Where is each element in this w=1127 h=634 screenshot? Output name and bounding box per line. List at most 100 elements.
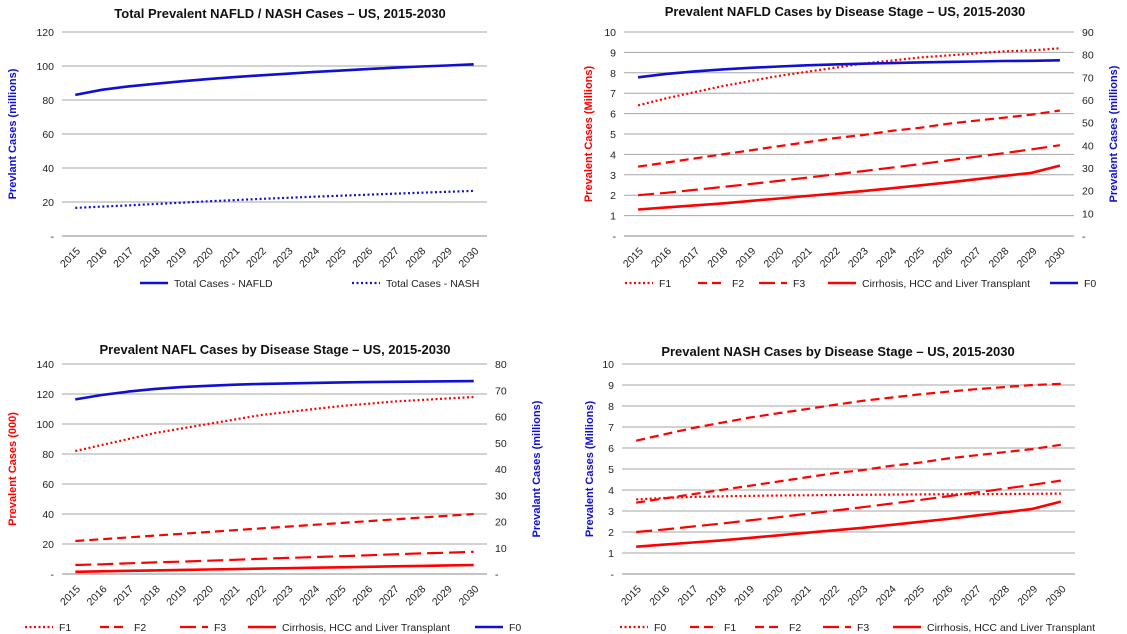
x-tick-label: 2030 xyxy=(1043,245,1068,270)
x-tick-label: 2024 xyxy=(297,583,322,608)
series-line-f3 xyxy=(636,479,1061,534)
y-right-tick-label: 60 xyxy=(1082,95,1094,107)
x-tick-label: 2021 xyxy=(217,583,242,608)
y-tick-label: 120 xyxy=(36,27,54,39)
chart-nash-by-stage: Prevalent NASH Cases by Disease Stage – … xyxy=(584,344,1095,634)
x-tick-label: 2015 xyxy=(58,583,83,608)
y-tick-label: 8 xyxy=(610,68,616,80)
chart-panel-total: Total Prevalent NAFLD / NASH Cases – US,… xyxy=(0,0,560,300)
y-right-tick-label: 20 xyxy=(1082,186,1094,198)
series-line-f0 xyxy=(75,379,474,401)
legend-label: F2 xyxy=(134,622,146,634)
y-tick-label: - xyxy=(613,231,617,243)
y-right-tick-label: 30 xyxy=(495,490,507,502)
y-tick-label: 3 xyxy=(610,170,616,182)
y-tick-label: 6 xyxy=(608,443,614,455)
legend-label: F0 xyxy=(509,622,521,634)
y-tick-label: 4 xyxy=(610,149,616,161)
legend-label: Total Cases - NAFLD xyxy=(174,278,273,290)
y-tick-label: 10 xyxy=(602,359,614,371)
legend-label: F1 xyxy=(59,622,71,634)
y-axis-label: Prevlant Cases (millions) xyxy=(7,68,19,199)
y-right-tick-label: - xyxy=(495,569,499,581)
x-tick-label: 2017 xyxy=(677,245,702,270)
x-tick-label: 2016 xyxy=(85,583,110,608)
x-tick-label: 2023 xyxy=(271,245,296,270)
x-tick-label: 2022 xyxy=(817,583,842,608)
x-tick-label: 2028 xyxy=(987,583,1012,608)
x-tick-label: 2028 xyxy=(403,245,428,270)
y-tick-label: - xyxy=(51,569,55,581)
series-line-f3 xyxy=(638,144,1061,197)
x-tick-label: 2016 xyxy=(647,583,672,608)
legend-label: Total Cases - NASH xyxy=(386,278,479,290)
series-line-f0 xyxy=(636,492,1061,501)
y-tick-label: 100 xyxy=(36,61,54,73)
y-tick-label: 10 xyxy=(604,27,616,39)
series-line-f0 xyxy=(637,59,1060,79)
y-right-tick-label: 80 xyxy=(495,359,507,371)
y-tick-label: 20 xyxy=(42,539,54,551)
y-tick-label: 2 xyxy=(610,190,616,202)
y-tick-label: 60 xyxy=(42,129,54,141)
legend-label: Cirrhosis, HCC and Liver Transplant xyxy=(862,278,1030,290)
y-tick-label: 9 xyxy=(610,47,616,59)
x-tick-label: 2027 xyxy=(959,583,984,608)
y-tick-label: 8 xyxy=(608,401,614,413)
x-tick-label: 2028 xyxy=(403,583,428,608)
x-tick-label: 2021 xyxy=(789,583,814,608)
x-tick-label: 2024 xyxy=(874,583,899,608)
x-tick-label: 2020 xyxy=(191,245,216,270)
y-tick-label: 4 xyxy=(608,485,614,497)
chart-nafl-by-stage: Prevalent NAFL Cases by Disease Stage – … xyxy=(7,342,543,634)
legend-label: F3 xyxy=(793,278,805,290)
legend-label: Cirrhosis, HCC and Liver Transplant xyxy=(282,622,450,634)
x-tick-label: 2019 xyxy=(164,245,189,270)
x-tick-label: 2019 xyxy=(732,583,757,608)
y-right-tick-label: 20 xyxy=(495,517,507,529)
x-tick-label: 2024 xyxy=(297,245,322,270)
y-right-tick-label: - xyxy=(1082,231,1086,243)
y-tick-label: 80 xyxy=(42,449,54,461)
y-right-tick-label: 10 xyxy=(1082,208,1094,220)
x-tick-label: 2026 xyxy=(930,245,955,270)
series-line-cirrhosis-hcc-and-liver-transplant xyxy=(638,164,1061,211)
y-tick-label: - xyxy=(611,569,615,581)
x-tick-label: 2015 xyxy=(58,245,83,270)
series-line-f2 xyxy=(637,109,1061,168)
x-tick-label: 2022 xyxy=(244,583,269,608)
x-tick-label: 2019 xyxy=(733,245,758,270)
x-tick-label: 2017 xyxy=(111,245,136,270)
x-tick-label: 2024 xyxy=(874,245,899,270)
series-line-cirrhosis-hcc-and-liver-transplant xyxy=(636,500,1062,548)
x-tick-label: 2027 xyxy=(377,245,402,270)
x-tick-label: 2026 xyxy=(350,245,375,270)
series-line-f1 xyxy=(75,395,474,453)
y-right-tick-label: 30 xyxy=(1082,163,1094,175)
chart-panel-nash-stage: Prevalent NASH Cases by Disease Stage – … xyxy=(565,330,1127,634)
x-tick-label: 2023 xyxy=(846,245,871,270)
y-tick-label: 120 xyxy=(36,389,54,401)
legend-label: F3 xyxy=(214,622,226,634)
x-tick-label: 2017 xyxy=(111,583,136,608)
x-tick-label: 2029 xyxy=(1015,245,1040,270)
legend-label: F0 xyxy=(654,622,666,634)
x-tick-label: 2023 xyxy=(271,583,296,608)
x-tick-label: 2027 xyxy=(958,245,983,270)
y-right-axis-label: Prevalant Cases (millions) xyxy=(531,400,543,537)
y-tick-label: - xyxy=(51,231,55,243)
y-tick-label: 9 xyxy=(608,380,614,392)
y-tick-label: 3 xyxy=(608,506,614,518)
x-tick-label: 2021 xyxy=(790,245,815,270)
x-tick-label: 2022 xyxy=(818,245,843,270)
y-right-tick-label: 70 xyxy=(1082,72,1094,84)
y-right-tick-label: 80 xyxy=(1082,50,1094,62)
chart-nafld-by-stage: Prevalent NAFLD Cases by Disease Stage –… xyxy=(583,4,1120,290)
y-tick-label: 60 xyxy=(42,479,54,491)
series-line-f1 xyxy=(635,382,1061,442)
y-right-tick-label: 90 xyxy=(1082,27,1094,39)
chart-panel-nafl-stage: Prevalent NAFL Cases by Disease Stage – … xyxy=(0,330,560,634)
x-tick-label: 2017 xyxy=(676,583,701,608)
x-tick-label: 2015 xyxy=(621,245,646,270)
x-tick-label: 2018 xyxy=(705,245,730,270)
